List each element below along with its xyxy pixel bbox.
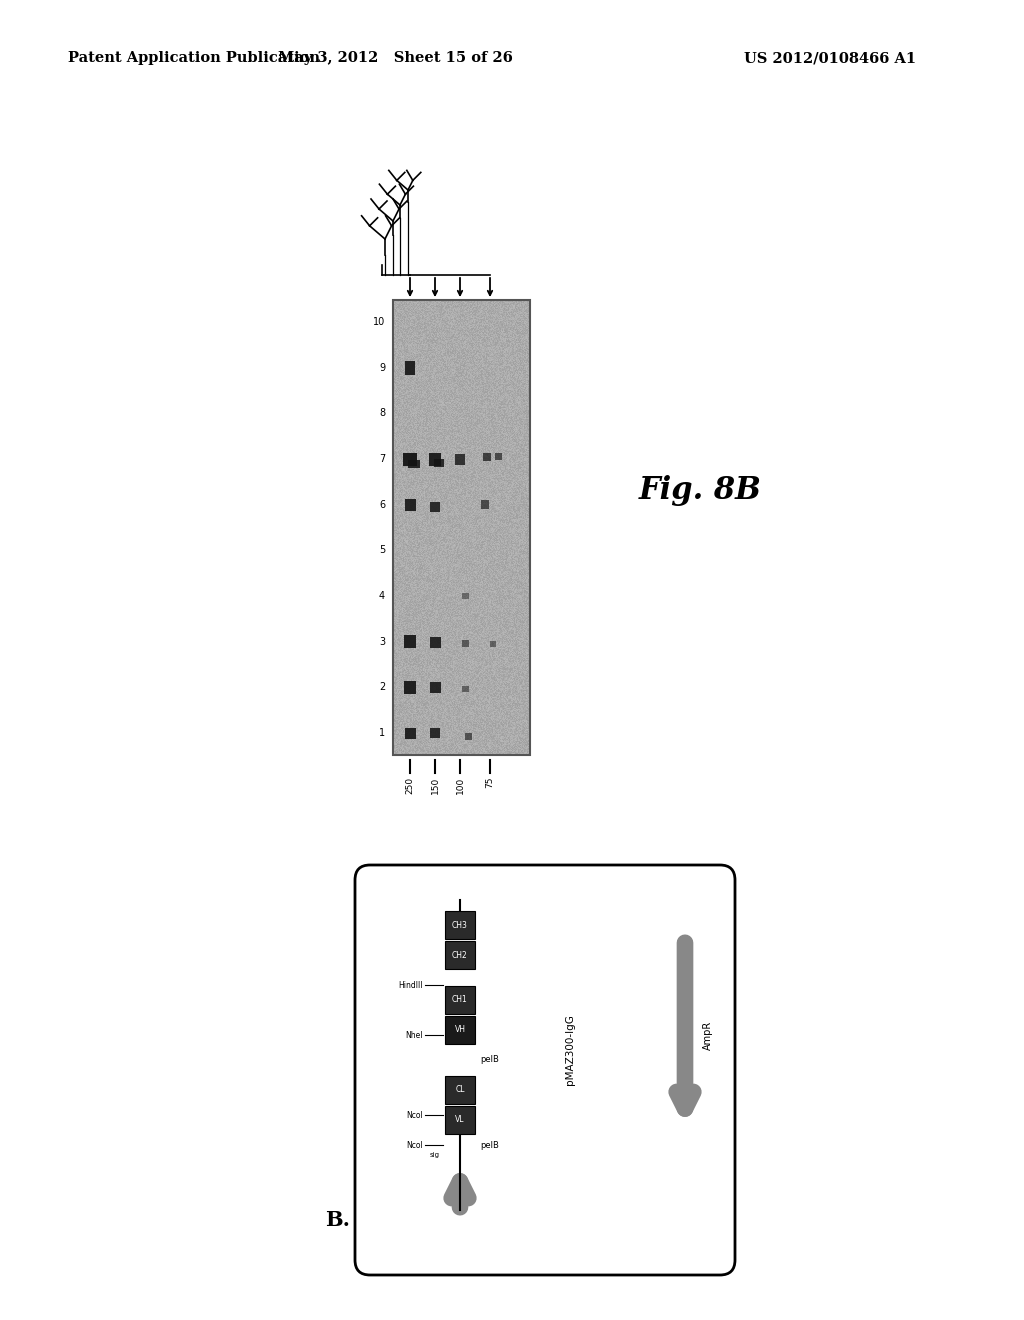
Text: CH3: CH3 xyxy=(452,920,468,929)
Bar xyxy=(483,453,490,461)
Bar xyxy=(445,941,475,969)
Text: HindIII: HindIII xyxy=(398,981,423,990)
Text: AmpR: AmpR xyxy=(703,1020,713,1049)
Text: B.: B. xyxy=(325,1210,350,1230)
Bar xyxy=(403,453,417,466)
Bar xyxy=(429,453,441,466)
Text: Fig. 8B: Fig. 8B xyxy=(639,474,762,506)
Text: 75: 75 xyxy=(485,777,495,788)
Text: 3: 3 xyxy=(379,636,385,647)
Text: 6: 6 xyxy=(379,500,385,510)
Text: pelB: pelB xyxy=(480,1056,499,1064)
Bar xyxy=(445,911,475,939)
Bar xyxy=(393,300,530,755)
Bar xyxy=(430,502,440,512)
Bar xyxy=(445,1106,475,1134)
Text: 150: 150 xyxy=(430,777,439,795)
Text: NheI: NheI xyxy=(406,1031,423,1040)
Bar xyxy=(481,500,489,510)
Bar xyxy=(430,729,440,738)
Text: 250: 250 xyxy=(406,777,415,795)
Text: NcoI: NcoI xyxy=(407,1110,423,1119)
Text: 100: 100 xyxy=(456,777,465,795)
FancyBboxPatch shape xyxy=(355,865,735,1275)
Bar xyxy=(406,360,415,375)
Text: sig: sig xyxy=(430,1152,440,1158)
Bar xyxy=(462,686,469,692)
Text: 9: 9 xyxy=(379,363,385,372)
Text: 10: 10 xyxy=(373,317,385,327)
Bar xyxy=(445,986,475,1014)
Text: CH2: CH2 xyxy=(453,950,468,960)
Text: 8: 8 xyxy=(379,408,385,418)
Text: US 2012/0108466 A1: US 2012/0108466 A1 xyxy=(744,51,916,65)
Text: 4: 4 xyxy=(379,591,385,601)
Text: VL: VL xyxy=(456,1115,465,1125)
Bar xyxy=(404,681,416,694)
Bar xyxy=(462,640,469,647)
Text: VH: VH xyxy=(455,1026,466,1035)
Bar xyxy=(429,682,440,693)
Text: 5: 5 xyxy=(379,545,385,556)
Text: CL: CL xyxy=(456,1085,465,1094)
Text: Patent Application Publication: Patent Application Publication xyxy=(68,51,319,65)
Text: pelB: pelB xyxy=(480,1140,499,1150)
Bar xyxy=(429,638,440,648)
Bar xyxy=(445,1016,475,1044)
Bar xyxy=(434,459,444,467)
Bar xyxy=(455,454,465,465)
Bar xyxy=(404,727,416,738)
Text: 2: 2 xyxy=(379,682,385,692)
Text: May 3, 2012   Sheet 15 of 26: May 3, 2012 Sheet 15 of 26 xyxy=(278,51,512,65)
Bar xyxy=(465,733,471,739)
Bar xyxy=(445,1076,475,1104)
Bar xyxy=(490,640,496,647)
Bar xyxy=(404,635,416,648)
Bar xyxy=(462,593,469,599)
Text: pMAZ300-IgG: pMAZ300-IgG xyxy=(565,1015,575,1085)
Bar xyxy=(495,453,502,459)
Text: 7: 7 xyxy=(379,454,385,465)
Text: CH1: CH1 xyxy=(453,995,468,1005)
Bar xyxy=(404,499,416,511)
Text: NcoI: NcoI xyxy=(407,1140,423,1150)
Bar xyxy=(408,459,420,469)
Text: 1: 1 xyxy=(379,729,385,738)
